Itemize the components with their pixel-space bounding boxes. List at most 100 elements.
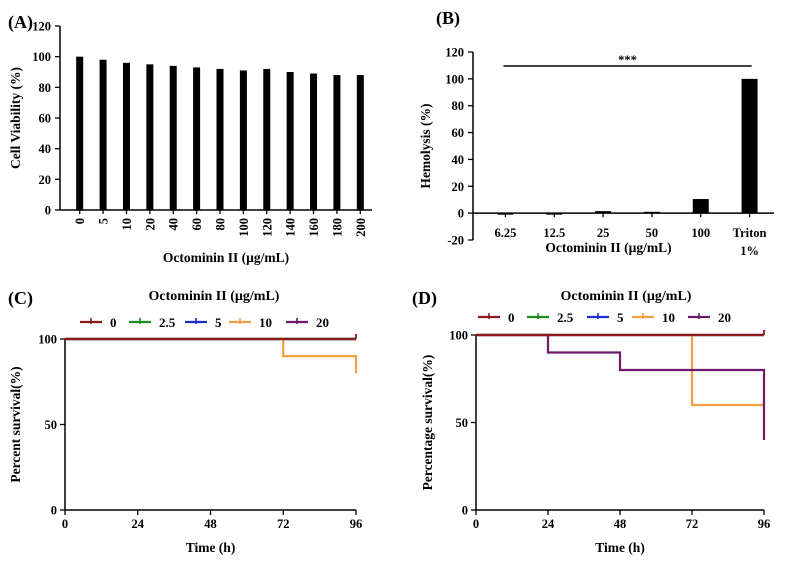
y-tick-label-a: 100 [32,50,51,64]
y-tick-label-c: 0 [51,504,57,518]
x-tick-label-b: Triton [733,226,767,240]
survival-line-c [65,337,358,374]
y-tick-label-b: 20 [452,180,465,194]
bar-a [239,70,247,210]
y-tick-label-b: 40 [452,153,465,167]
bar-b [692,199,709,214]
y-axis-title-c: Percent survival(%) [8,366,23,482]
panel-label-c: (C) [8,288,33,309]
bar-a [76,56,84,210]
x-tick-label-b: 1% [740,244,759,258]
x-tick-label-d: 0 [473,517,479,531]
panel-c: (C) Octominin II (µg/mL) 0 2.5 5 10 20 0 50 100 0 2… [8,288,362,555]
y-tick-label-b: 0 [458,207,464,221]
y-axis-title-b: Hemolysis (%) [418,103,433,188]
y-tick-label-b: 100 [445,72,464,86]
x-tick-label-a: 100 [237,218,251,237]
y-axis-title-a: Cell Viability (%) [8,67,23,169]
bar-a [286,72,294,210]
survival-line-d [476,333,766,440]
legend-label-c: 0 [110,315,117,330]
significance-label-b: *** [618,53,637,67]
y-axis-title-d: Percentage survival(%) [420,355,435,491]
x-tick-label-d: 96 [758,517,771,531]
x-tick-label-b: 12.5 [543,226,565,240]
x-tick-label-a: 140 [284,218,298,237]
x-tick-label-b: 100 [691,226,710,240]
y-tick-label-a: 0 [45,204,51,218]
x-tick-label-b: 25 [597,226,610,240]
y-tick-label-c: 100 [38,333,57,347]
x-tick-label-a: 60 [190,218,204,231]
legend-label-c: 10 [259,315,272,330]
y-tick-label-b: -20 [447,234,464,248]
legend-label-c: 2.5 [159,315,176,330]
x-tick-label-a: 120 [260,218,274,237]
y-tick-label-a: 20 [39,173,52,187]
legend-label-d: 10 [662,310,675,325]
panel-d: (D) Octominin II (µg/mL) 0 2.5 5 10 20 0 50 100 0 2… [412,288,770,555]
x-axis-title-a: Octominin II (µg/mL) [163,250,289,265]
x-tick-label-c: 48 [204,517,217,531]
panel-label-d: (D) [412,288,437,309]
bar-a [99,59,107,210]
x-tick-label-b: 50 [646,226,659,240]
y-tick-label-a: 80 [39,81,52,95]
bar-b [741,78,758,214]
x-tick-label-c: 96 [350,517,363,531]
x-tick-label-a: 20 [143,218,157,231]
bar-b [643,211,660,214]
x-tick-label-a: 160 [307,218,321,237]
x-axis-title-c: Time (h) [186,540,236,555]
x-tick-label-d: 72 [686,517,699,531]
legend-label-c: 5 [215,315,222,330]
x-tick-label-c: 0 [62,517,68,531]
x-axis-title-d: Time (h) [595,540,645,555]
y-tick-label-a: 60 [39,112,52,126]
bar-a [146,64,154,210]
bar-a [356,75,364,210]
legend-label-d: 5 [617,310,624,325]
x-tick-label-d: 24 [542,517,555,531]
x-tick-label-a: 200 [354,218,368,237]
bar-a [193,67,201,211]
x-tick-label-a: 80 [214,218,228,231]
bar-a [216,68,224,210]
y-tick-label-d: 100 [449,329,468,343]
panel-label-b: (B) [436,8,460,29]
legend-title-d: Octominin II (µg/mL) [561,289,692,304]
y-tick-label-d: 0 [462,504,468,518]
x-tick-label-a: 40 [167,218,181,231]
bar-a [310,73,318,211]
y-tick-label-a: 120 [32,20,51,34]
bar-a [122,62,130,210]
legend-label-d: 0 [508,310,515,325]
legend-title-c: Octominin II (µg/mL) [149,289,280,304]
x-tick-label-c: 72 [277,517,290,531]
x-tick-label-b: 6.25 [494,226,516,240]
x-tick-label-c: 24 [132,517,145,531]
x-tick-label-a: 0 [73,218,87,224]
y-tick-label-b: 80 [452,99,465,113]
y-tick-label-b: 60 [452,126,465,140]
panel-a: (A) 0 20 40 60 80 100 120 0 5 10 20 40 60 80 100 120 140 1… [8,12,372,265]
bar-a [263,68,271,210]
x-axis-title-b: Octominin II (µg/mL) [545,240,671,255]
x-tick-label-d: 48 [614,517,627,531]
legend-label-d: 2.5 [557,310,574,325]
y-tick-label-b: 120 [445,46,464,60]
panel-label-a: (A) [8,12,33,33]
y-tick-label-c: 50 [45,418,58,432]
legend-label-c: 20 [316,315,329,330]
legend-label-d: 20 [718,310,731,325]
y-tick-label-a: 40 [39,142,52,156]
panel-b: (B) -20 0 20 40 60 80 100 120 6.25 12.5 25 50 100 Trit… [418,8,774,258]
x-tick-label-a: 5 [97,218,111,224]
x-tick-label-a: 180 [330,218,344,237]
bar-a [169,65,177,210]
y-tick-label-d: 50 [456,416,469,430]
bar-b [595,211,612,214]
bar-a [333,75,341,210]
x-tick-label-a: 10 [120,218,134,231]
